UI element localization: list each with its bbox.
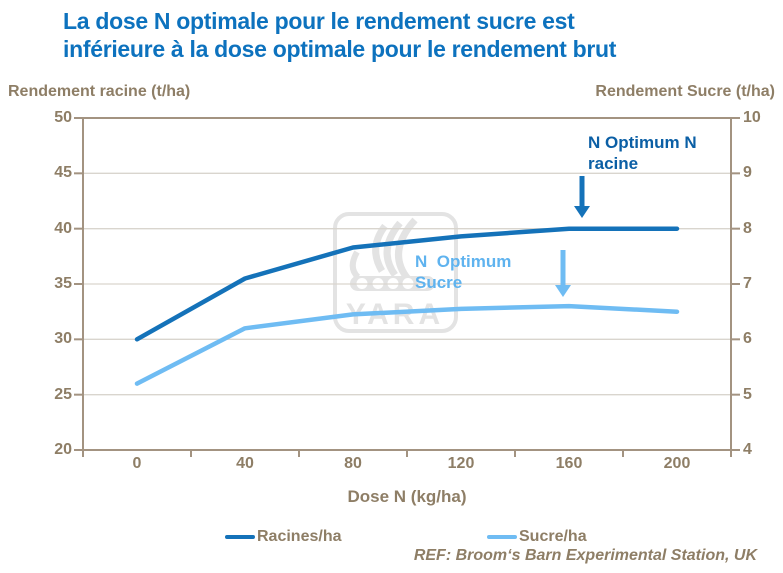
- y-left-tick-label: 45: [54, 164, 72, 182]
- y-left-tick-label: 25: [54, 385, 72, 403]
- y-left-tick-label: 35: [54, 275, 72, 292]
- chart-title: La dose N optimale pour le rendement suc…: [63, 7, 763, 63]
- chart-title-line1: La dose N optimale pour le rendement suc…: [63, 8, 575, 34]
- y-right-tick-label: 5: [743, 385, 752, 403]
- x-tick-label: 40: [236, 455, 254, 472]
- y-right-tick-label: 8: [743, 219, 752, 237]
- sucre-arrow-head: [555, 285, 571, 297]
- x-tick-label: 160: [555, 455, 583, 472]
- y-right-tick-label: 4: [743, 441, 752, 458]
- y-left-tick-label: 40: [54, 219, 72, 237]
- series-line-racines-ha: [134, 226, 680, 342]
- x-tick-label: 0: [132, 455, 142, 472]
- series-line-sucre-ha: [134, 303, 680, 386]
- legend-label-racines: Racines/ha: [257, 528, 342, 545]
- legend-label-sucre: Sucre/ha: [519, 528, 587, 545]
- y-left-tick-label: 50: [54, 109, 72, 126]
- y-right-tick-label: 10: [743, 109, 761, 126]
- legend-swatch-racines: [225, 534, 255, 540]
- racine-arrow-head: [574, 206, 590, 218]
- x-axis-title: Dose N (kg/ha): [347, 487, 467, 506]
- y-right-tick-label: 9: [743, 164, 752, 182]
- chart-title-line2: inférieure à la dose optimale pour le re…: [63, 36, 617, 62]
- left-axis-title: Rendement racine (t/ha): [8, 83, 191, 100]
- legend-item-racines: Racines/ha: [225, 527, 341, 547]
- x-tick-label: 80: [344, 455, 362, 472]
- annotation-n-optimum-sucre: N Optimum Sucre: [415, 252, 512, 292]
- y-left-tick-label: 30: [54, 330, 72, 348]
- y-right-tick-label: 6: [743, 330, 752, 348]
- x-tick-label: 120: [447, 455, 475, 472]
- reference-text: REF: Broom‘s Barn Experimental Station, …: [413, 547, 757, 564]
- x-tick-label: 200: [663, 455, 691, 472]
- legend: Racines/ha Sucre/ha: [0, 527, 783, 547]
- annotation-n-optimum-racine: N Optimum N racine: [588, 133, 697, 173]
- legend-item-sucre: Sucre/ha: [487, 527, 587, 547]
- y-right-tick-label: 7: [743, 275, 752, 292]
- y-left-tick-label: 20: [54, 441, 72, 458]
- legend-swatch-sucre: [487, 534, 517, 540]
- right-axis-title: Rendement Sucre (t/ha): [595, 83, 775, 100]
